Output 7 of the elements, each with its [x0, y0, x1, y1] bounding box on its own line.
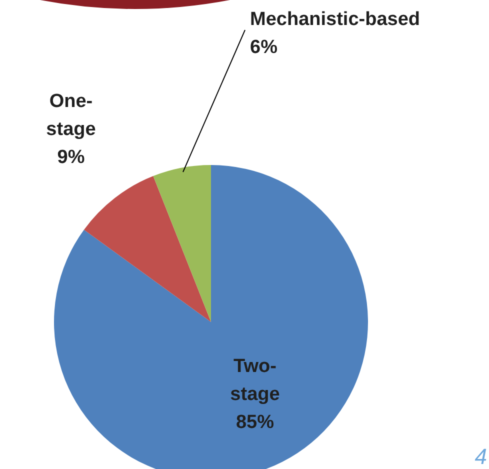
- slice-label: Mechanistic-based: [250, 9, 420, 30]
- text: 4: [474, 444, 487, 469]
- slice-label: Two-stage: [230, 356, 280, 405]
- data-label: 85%: [236, 412, 274, 433]
- data-label: 6%: [250, 37, 278, 58]
- slice-label: One-stage: [46, 91, 96, 140]
- data-label: 9%: [57, 147, 85, 168]
